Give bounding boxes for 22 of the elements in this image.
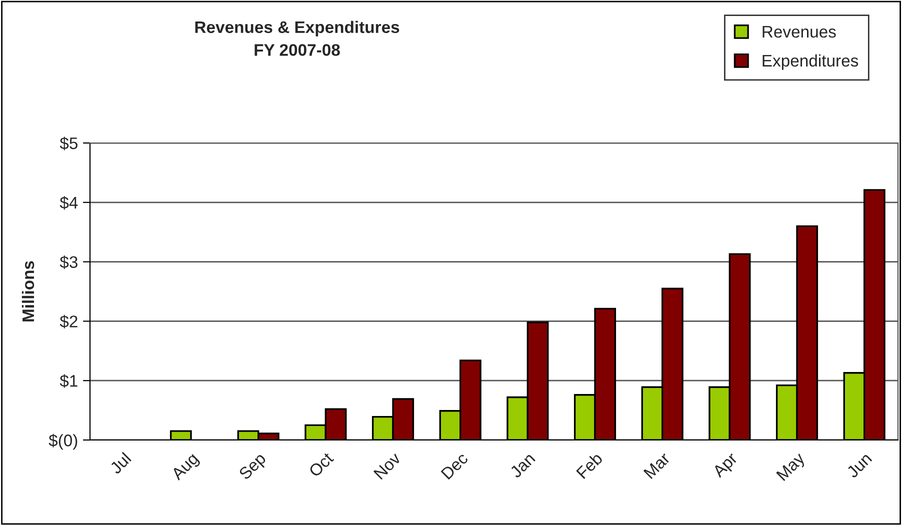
y-tick-label: $3	[60, 256, 78, 269]
x-tick-label: Feb	[576, 452, 604, 480]
legend-label: Expenditures	[762, 54, 858, 70]
x-tick-label: Oct	[308, 452, 334, 478]
x-tick-label: Apr	[712, 452, 740, 480]
chart-title: Revenues & Expenditures FY 2007-08	[195, 20, 400, 56]
y-tick-label: $1	[60, 374, 78, 388]
x-tick-label: Jan	[509, 452, 536, 479]
y-axis-title: Millions	[22, 261, 34, 322]
x-tick-label: Dec	[440, 452, 469, 480]
x-tick-label: Aug	[170, 452, 202, 484]
x-tick-label: Jul	[108, 452, 132, 475]
x-tick-label: Mar	[643, 452, 671, 480]
x-tick-label: Jun	[846, 452, 872, 479]
x-tick-label: Nov	[373, 452, 402, 480]
y-tick-label: $2	[60, 314, 78, 328]
y-tick-label: $4	[60, 196, 78, 210]
y-tick-label: $(0)	[48, 434, 78, 450]
x-tick-label: Sep	[238, 452, 269, 483]
x-tick-label: May	[776, 452, 808, 484]
legend-label: Revenues	[762, 26, 836, 38]
y-tick-label: $5	[60, 136, 78, 150]
